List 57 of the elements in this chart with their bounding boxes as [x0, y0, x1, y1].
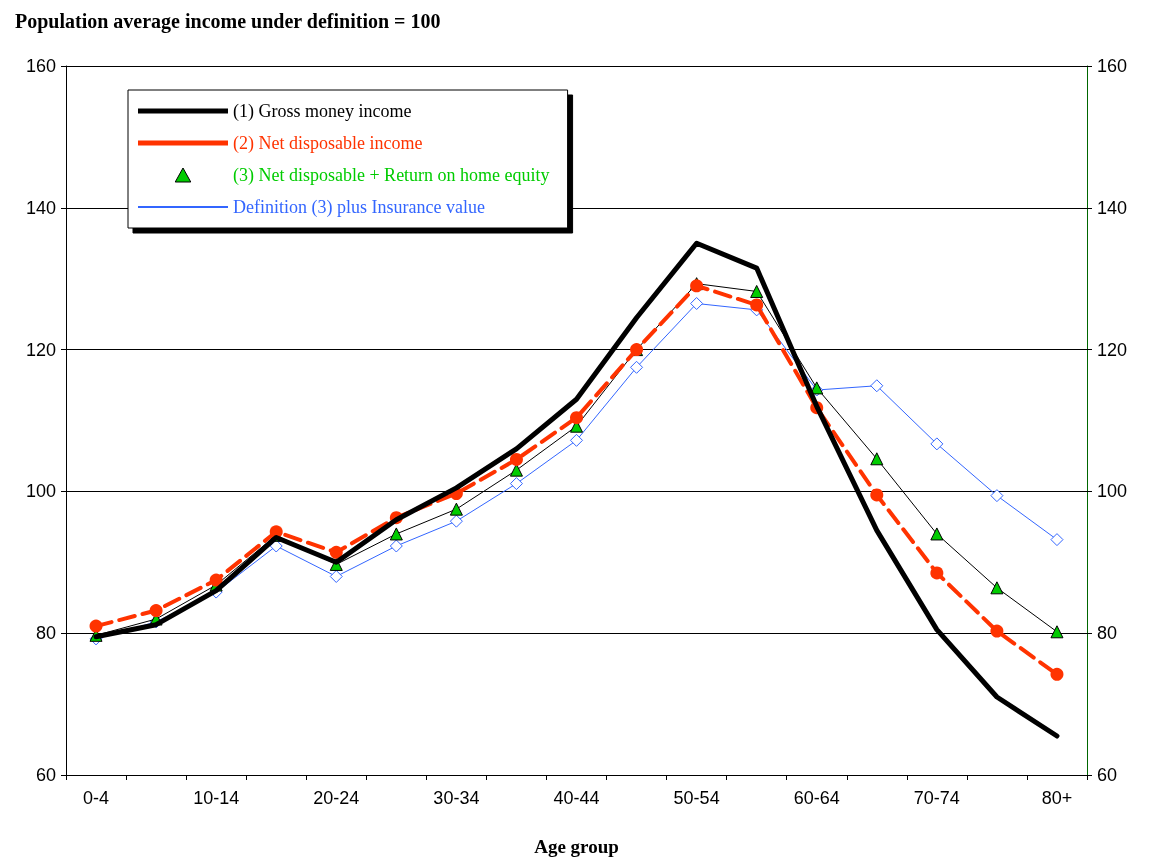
point	[870, 452, 884, 466]
y-tick-label: 140	[25, 197, 56, 218]
x-tick-label: 0-4	[83, 788, 110, 808]
point	[630, 360, 644, 374]
legend-label: Definition (3) plus Insurance value	[233, 197, 485, 218]
chart-title: Population average income under definition = 100	[15, 10, 441, 33]
point	[389, 527, 403, 541]
y2-tick-label: 160	[1097, 56, 1128, 76]
point	[930, 437, 944, 451]
x-axis-title: Age group	[534, 836, 619, 857]
x-tick-label: 80+	[1041, 788, 1073, 808]
y2-tick-label: 120	[1097, 339, 1128, 360]
point	[509, 477, 523, 491]
point	[329, 569, 343, 583]
x-tick-label: 20-24	[313, 788, 360, 808]
x-tick-label: 60-64	[793, 788, 840, 808]
point	[750, 298, 764, 312]
point	[690, 297, 704, 311]
point	[990, 624, 1004, 638]
point	[209, 573, 223, 587]
y-tick-label: 60	[35, 765, 56, 785]
x-tick-label: 50-54	[673, 788, 720, 808]
y-tick-label: 160	[25, 56, 56, 76]
y2-tick-label: 140	[1097, 197, 1128, 218]
point	[1050, 625, 1064, 639]
point	[389, 539, 403, 553]
point	[870, 379, 884, 393]
point	[930, 566, 944, 580]
point	[329, 545, 343, 559]
point	[1050, 667, 1064, 681]
y2-tick-label: 80	[1097, 623, 1118, 644]
point	[990, 489, 1004, 503]
point	[509, 453, 523, 466]
legend-label: (2) Net disposable income	[233, 133, 423, 154]
y-tick-label: 100	[25, 481, 56, 502]
legend-label: (3) Net disposable + Return on home equity	[233, 165, 550, 186]
point	[870, 488, 884, 502]
legend-label: (1) Gross money income	[233, 101, 412, 122]
point	[570, 411, 583, 425]
point	[89, 619, 103, 633]
y2-tick-label: 100	[1097, 481, 1128, 502]
point	[1050, 533, 1064, 547]
point	[149, 604, 163, 618]
x-tick-label: 40-44	[553, 788, 600, 808]
x-tick-label: 70-74	[913, 788, 960, 808]
y-tick-label: 120	[25, 339, 56, 360]
x-tick-label: 10-14	[193, 788, 240, 808]
point	[570, 433, 583, 447]
point	[750, 284, 764, 298]
y2-tick-label: 60	[1097, 765, 1118, 785]
point	[509, 463, 523, 477]
x-tick-label: 30-34	[433, 788, 480, 808]
y-tick-label: 80	[35, 623, 56, 644]
point	[449, 502, 463, 516]
point	[990, 581, 1004, 595]
point	[449, 514, 463, 528]
point	[930, 527, 944, 541]
